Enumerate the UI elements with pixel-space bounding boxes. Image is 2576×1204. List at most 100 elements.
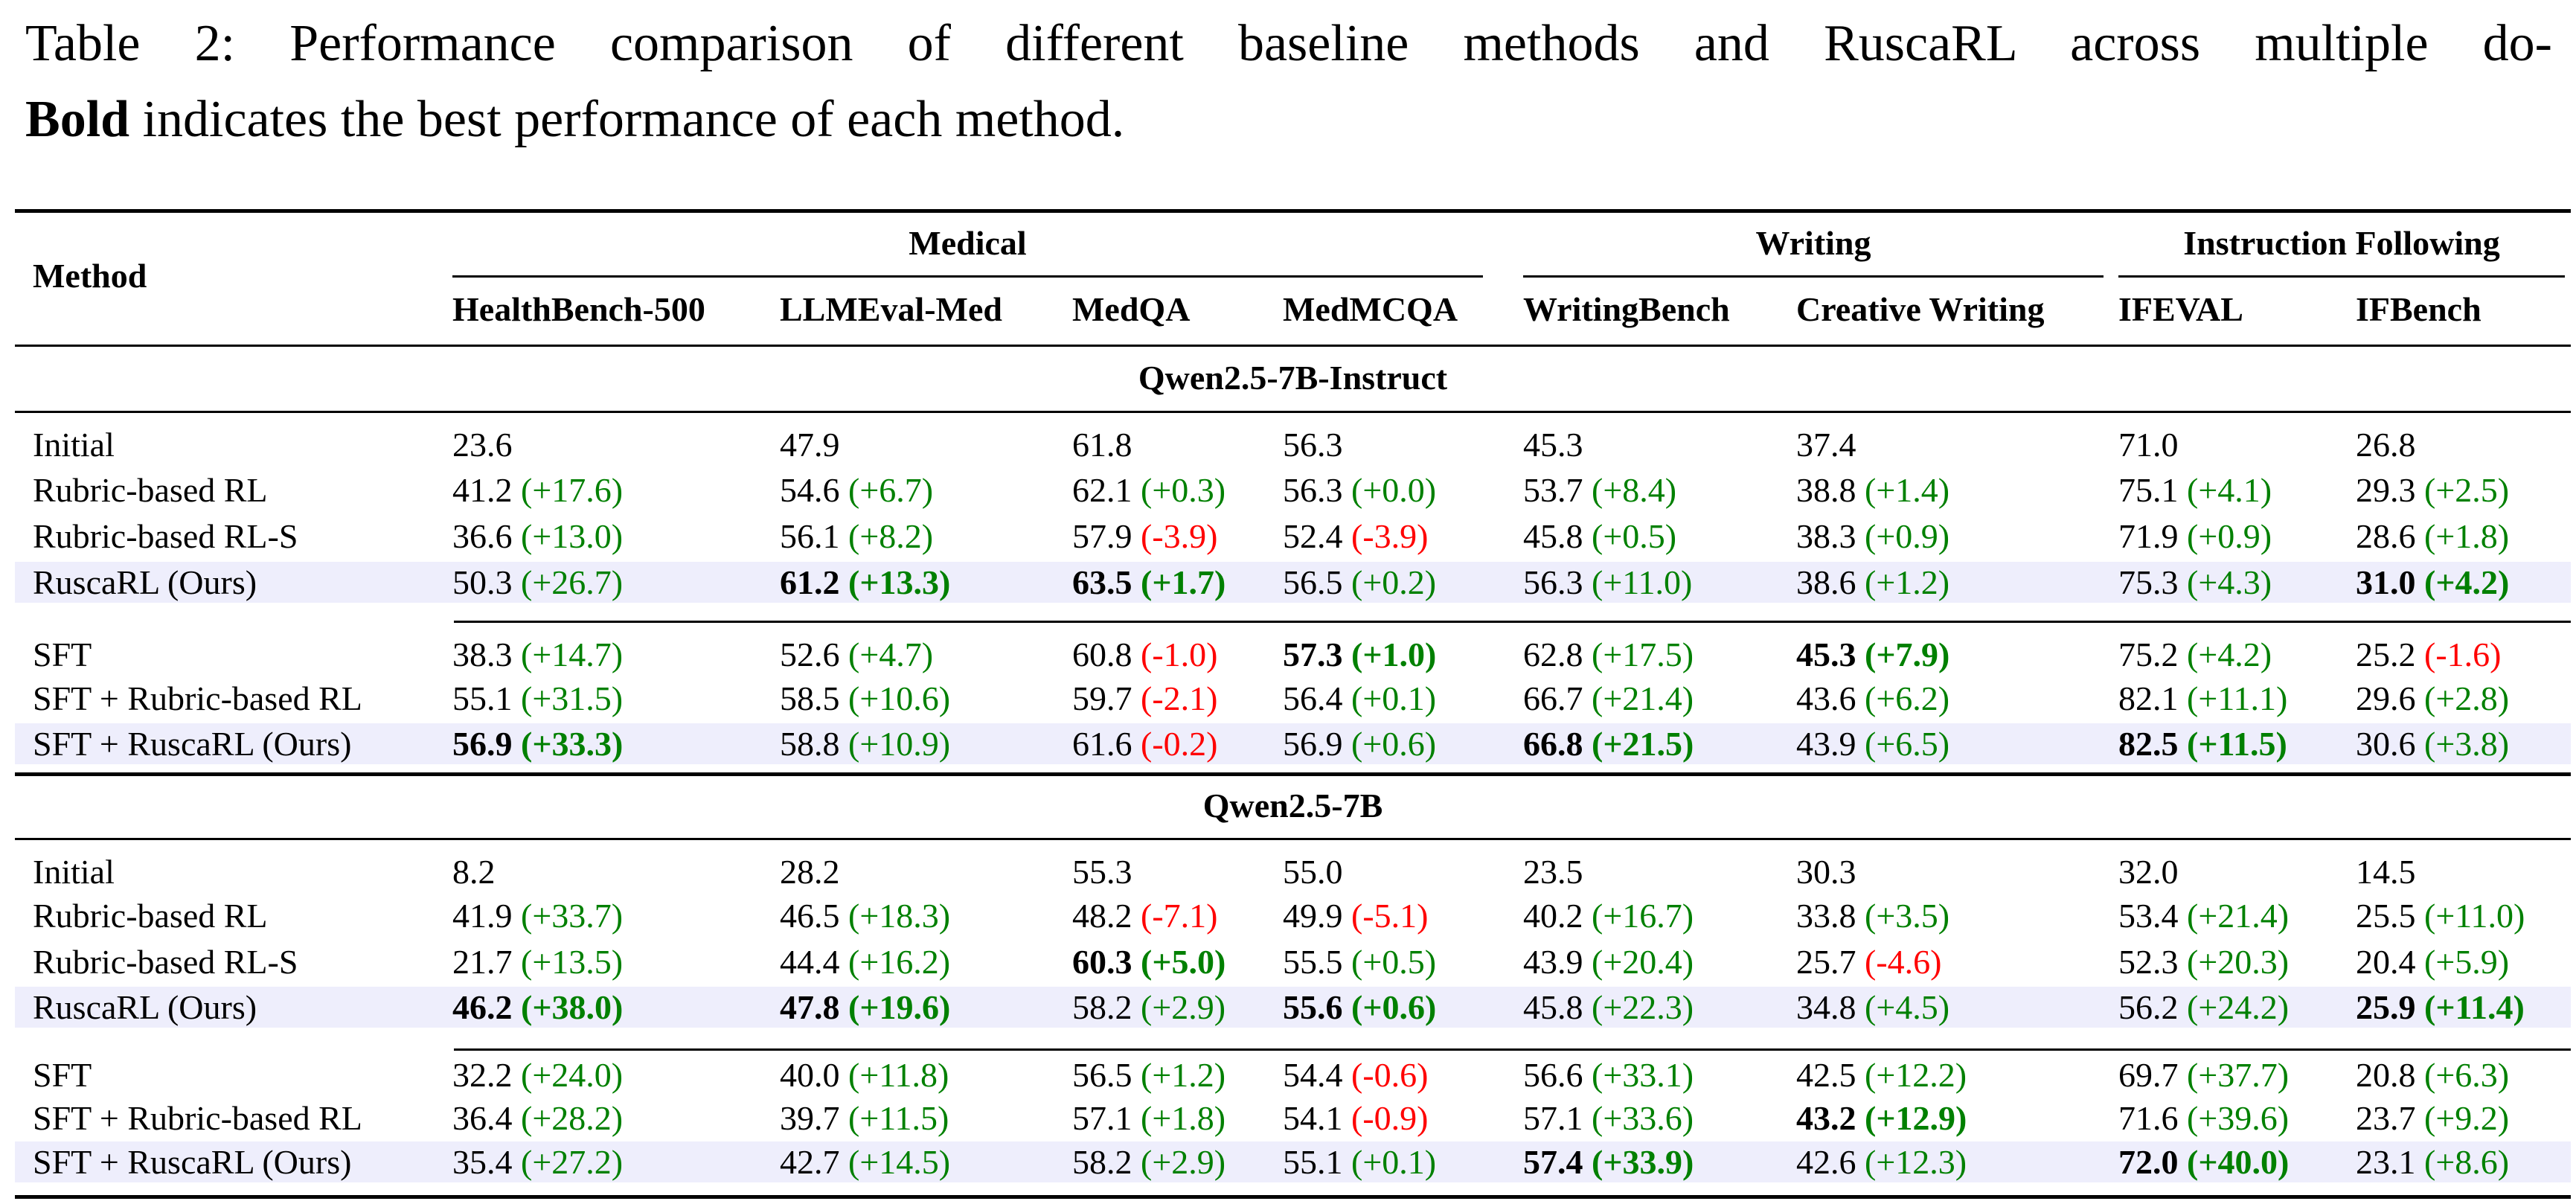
cell-value: 32.0 [2118,853,2179,891]
cell-value: 43.2 [1796,1099,1856,1137]
cell-delta: (+3.5) [1865,897,1950,935]
cell-value: 69.7 [2118,1056,2179,1094]
cell-delta: (+1.2) [1141,1056,1226,1094]
cell-delta: (+11.8) [848,1056,949,1094]
table-cell: 25.9 (+11.4) [2356,984,2525,1031]
table-cell: 21.7 (+13.5) [452,939,623,985]
cell-delta: (+5.0) [1141,943,1226,981]
cell-delta: (+20.4) [1592,943,1694,981]
cell-value: 49.9 [1283,897,1343,935]
cell-value: 35.4 [452,1143,513,1181]
cell-value: 63.5 [1072,563,1132,601]
table-cell: 66.7 (+21.4) [1523,676,1694,722]
table-cell: 66.8 (+21.5) [1523,721,1694,767]
cell-delta: (+0.6) [1351,725,1437,763]
table-cell: 82.5 (+11.5) [2118,721,2287,767]
cell-delta: (+33.1) [1592,1056,1694,1094]
top-rule [15,209,2571,213]
cell-value: 56.3 [1283,471,1343,509]
cell-value: 28.6 [2356,517,2416,555]
table-cell: 61.2 (+13.3) [780,560,950,606]
group-rule [15,411,2571,413]
cell-delta: (+0.9) [2187,517,2272,555]
cell-delta: (+4.5) [1865,988,1950,1026]
cell-delta: (+11.5) [848,1099,949,1137]
cell-delta: (+6.7) [848,471,934,509]
cell-value: 61.6 [1072,725,1132,763]
table-cell: 56.6 (+33.1) [1523,1052,1694,1098]
column-header: IFEVAL [2118,290,2243,328]
domain-header-writing: Writing [1755,224,1871,262]
table-cell: 45.8 (+22.3) [1523,984,1694,1031]
table-cell: 43.2 (+12.9) [1796,1095,1967,1141]
sft-cmidrule [454,621,2571,623]
cell-value: 60.3 [1072,943,1132,981]
cell-delta: (+21.4) [1592,679,1694,717]
cell-delta: (+19.6) [848,988,951,1026]
cell-value: 23.5 [1523,853,1583,891]
cell-value: 45.3 [1796,635,1856,673]
cell-delta: (+12.2) [1865,1056,1967,1094]
cell-value: 46.2 [452,988,513,1026]
cell-value: 61.2 [780,563,840,601]
cell-value: 34.8 [1796,988,1856,1026]
table-cell: 38.3 (+14.7) [452,632,623,678]
cell-value: 52.4 [1283,517,1343,555]
method-name: Rubric-based RL [33,897,268,935]
cell-delta: (+0.1) [1351,679,1437,717]
cell-delta: (+27.2) [521,1143,624,1181]
table-cell: 43.9 (+20.4) [1523,939,1694,985]
cell-delta: (+12.9) [1865,1099,1967,1137]
model-group-title: Qwen2.5-7B [1202,787,1383,824]
cell-value: 55.0 [1283,853,1343,891]
table-cell: 56.3 [1283,422,1343,468]
cell-value: 57.3 [1283,635,1343,673]
table-cell: 38.3 (+0.9) [1796,513,1949,560]
cell-delta: (+4.2) [2187,635,2272,673]
method-name: SFT + RuscaRL (Ours) [33,1143,352,1181]
table-cell: 75.3 (+4.3) [2118,560,2272,606]
cell-value: 57.4 [1523,1143,1583,1181]
cell-value: 56.3 [1523,563,1583,601]
cell-value: 43.9 [1523,943,1583,981]
cell-value: 55.1 [452,679,513,717]
table-cell: 49.9 (-5.1) [1283,893,1428,939]
cell-value: 66.8 [1523,725,1583,763]
table-cell: 56.9 (+0.6) [1283,721,1436,767]
table-cell: 57.3 (+1.0) [1283,632,1436,678]
column-header: MedQA [1072,290,1191,328]
cell-delta: (+11.0) [1592,563,1693,601]
cell-value: 82.5 [2118,725,2179,763]
cell-value: 37.4 [1796,426,1856,464]
cell-delta: (-4.6) [1865,943,1942,981]
cell-delta: (+18.3) [848,897,951,935]
cell-value: 57.1 [1523,1099,1583,1137]
column-header: Creative Writing [1796,290,2045,328]
table-cell: 38.8 (+1.4) [1796,467,1949,513]
caption-line-2: Bold indicates the best performance of e… [25,82,2552,158]
cell-value: 42.7 [780,1143,840,1181]
table-caption: Table 2: Performance comparison of diffe… [25,6,2552,158]
table-cell: 71.6 (+39.6) [2118,1095,2289,1141]
table-cell: 44.4 (+16.2) [780,939,950,985]
table-cell: 31.0 (+4.2) [2356,560,2509,606]
cell-value: 56.4 [1283,679,1343,717]
table-cell: 56.1 (+8.2) [780,513,933,560]
caption-rest: indicates the best performance of each m… [129,91,1125,148]
method-name: SFT [33,1056,92,1094]
cell-delta: (+12.3) [1865,1143,1967,1181]
table-cell: 29.6 (+2.8) [2356,676,2509,722]
table-cell: 41.2 (+17.6) [452,467,623,513]
cell-value: 57.1 [1072,1099,1132,1137]
table-cell: 55.5 (+0.5) [1283,939,1436,985]
table-cell: 46.5 (+18.3) [780,893,950,939]
table-cell: 39.7 (+11.5) [780,1095,949,1141]
table-cell: 53.7 (+8.4) [1523,467,1676,513]
table-cell: 50.3 (+26.7) [452,560,623,606]
cell-delta: (-0.2) [1141,725,1218,763]
cell-value: 44.4 [780,943,840,981]
highlight-row-background [15,723,2571,764]
cell-delta: (+5.9) [2424,943,2510,981]
cell-value: 40.0 [780,1056,840,1094]
cell-value: 43.6 [1796,679,1856,717]
